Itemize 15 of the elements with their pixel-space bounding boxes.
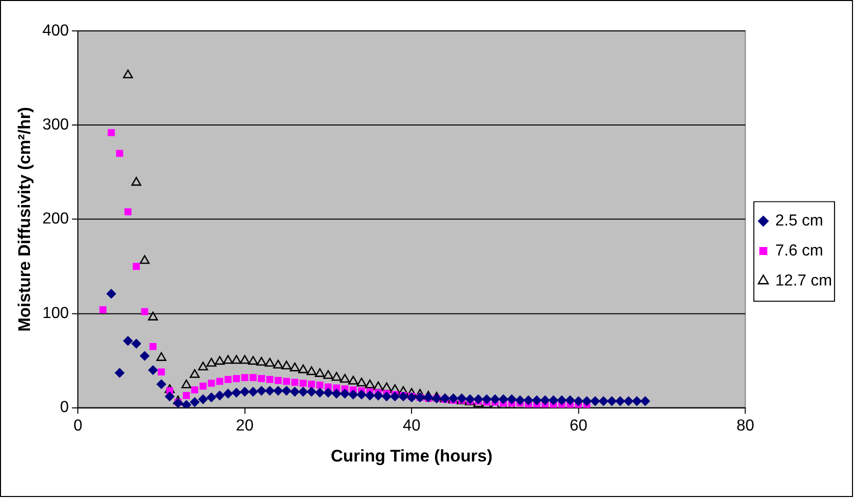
x-tick-label: 0 bbox=[73, 418, 82, 435]
y-axis-title: Moisture Diffusivity (cm²/hr) bbox=[14, 106, 34, 332]
x-tick-label: 40 bbox=[402, 418, 421, 435]
legend-label: 7.6 cm bbox=[775, 242, 824, 260]
y-tick-label: 300 bbox=[42, 116, 70, 134]
y-tick-label: 200 bbox=[42, 210, 70, 228]
x-axis-title: Curing Time (hours) bbox=[330, 446, 492, 466]
legend-label: 12.7 cm bbox=[775, 272, 832, 290]
y-tick-label: 400 bbox=[42, 22, 70, 40]
x-tick-label: 80 bbox=[736, 418, 754, 435]
x-tick-label: 20 bbox=[236, 418, 254, 435]
y-tick-label: 100 bbox=[42, 304, 70, 322]
y-tick-label: 0 bbox=[60, 399, 70, 416]
x-tick-label: 60 bbox=[570, 418, 588, 435]
legend-label: 2.5 cm bbox=[775, 212, 824, 230]
